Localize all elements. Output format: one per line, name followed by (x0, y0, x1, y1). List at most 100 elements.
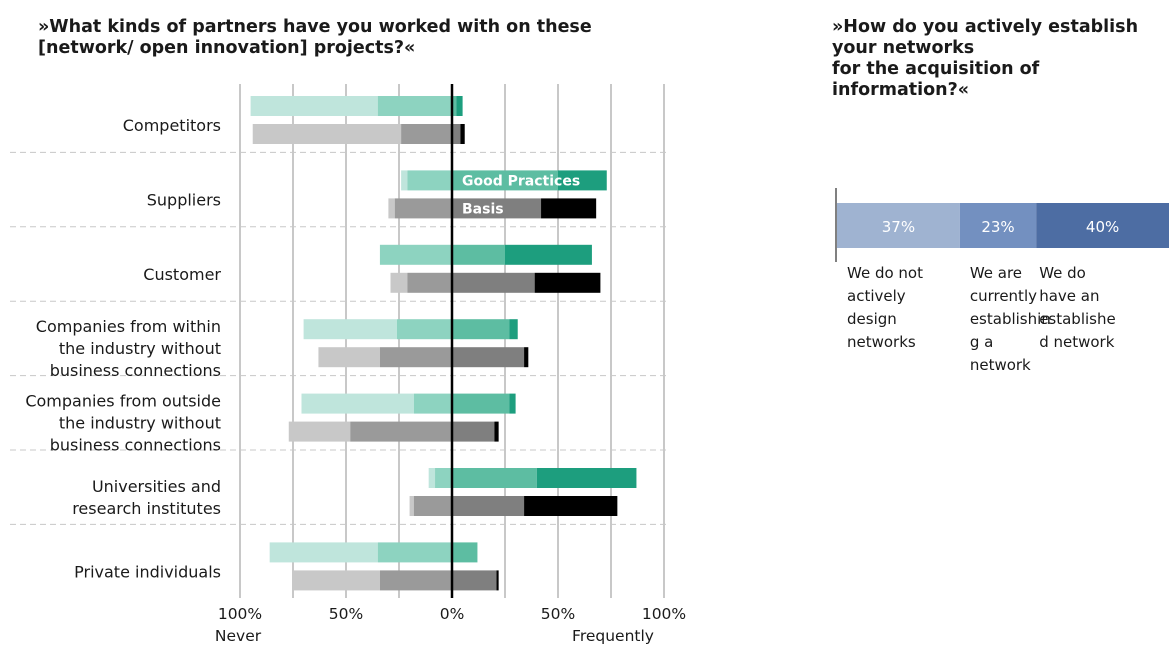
category-label-line: Companies from outside (25, 392, 221, 411)
category-label-line: the industry without (59, 414, 221, 433)
good-practices-bar-segment (407, 170, 452, 191)
good-practices-bar-segment (269, 542, 378, 563)
category-label: Competitors (123, 116, 221, 135)
network-segment-label-line: establishin (970, 310, 1051, 328)
category-label-line: the industry without (59, 339, 221, 358)
good-practices-bar-segment (452, 468, 537, 488)
basis-bar-segment (252, 124, 402, 144)
good-practices-bar-segment (456, 96, 463, 116)
category-label: Suppliers (147, 190, 221, 209)
x-tick-label: 50% (541, 605, 575, 623)
good-practices-series-label: Good Practices (462, 173, 580, 189)
x-label-left: Never (215, 627, 262, 645)
network-segment (1036, 203, 1169, 248)
basis-bar-segment (460, 124, 465, 144)
basis-bar-segment (452, 347, 525, 368)
category-labels: Competitors Suppliers Customer Companies fr… (25, 116, 221, 581)
x-tick-label: 0% (440, 605, 465, 623)
chart-title-networks: »How do you actively establish your netwo… (832, 17, 1138, 100)
basis-bar-segment (379, 570, 452, 591)
basis-bar-segment (452, 124, 461, 144)
good-practices-bar-segment (509, 319, 518, 340)
good-practices-bar-segment (250, 96, 378, 116)
network-segment-label: We do have an establishe d network (1039, 264, 1116, 351)
category-label: Private individuals (74, 562, 221, 581)
basis-bar-segment (407, 272, 452, 293)
network-segments: 37% 23% 40% (837, 203, 1169, 248)
x-tick-label: 100% (642, 605, 686, 623)
good-practices-bar-segment (509, 393, 516, 414)
good-practices-bar-segment (379, 244, 452, 265)
network-segment-label-line: network (970, 356, 1031, 374)
chart-title-line: [network/ open innovation] projects?« (38, 38, 415, 58)
basis-bar-segment (401, 124, 452, 144)
network-segment-label-line: design (847, 310, 897, 328)
good-practices-bar-segment (452, 244, 505, 265)
basis-bar-segment (452, 272, 535, 293)
category-label-line: Suppliers (147, 190, 221, 209)
good-practices-bar-segment (396, 319, 452, 340)
good-practices-bar-segment (536, 468, 637, 488)
network-segment-labels: We do not actively design networks We are cur… (847, 264, 1116, 374)
bars: Good Practices Basis (250, 84, 637, 598)
network-segment-label-line: actively (847, 287, 906, 305)
network-segment-label-line: currently (970, 287, 1037, 305)
good-practices-bar-segment (377, 542, 452, 563)
good-practices-bar-segment (413, 393, 452, 414)
category-label-line: business connections (50, 436, 221, 455)
good-practices-bar-segment (435, 468, 452, 488)
category-label-line: Companies from within (36, 317, 221, 336)
chart-title-line: information?« (832, 80, 969, 100)
basis-bar-segment (390, 272, 408, 293)
basis-bar-segment (409, 496, 414, 516)
category-label: Universities and research institutes (72, 477, 221, 518)
network-segment-label: We are currently establishin g a network (970, 264, 1051, 374)
network-segment-label-line: have an (1039, 287, 1099, 305)
x-tick-label: 50% (329, 605, 363, 623)
category-label-line: Private individuals (74, 562, 221, 581)
chart-title-partners: »What kinds of partners have you worked … (38, 17, 592, 58)
basis-bar-segment (494, 421, 499, 442)
category-label-line: business connections (50, 361, 221, 380)
good-practices-bar-segment (452, 542, 478, 563)
good-practices-bar-segment (452, 319, 510, 340)
basis-bar-segment (524, 496, 618, 516)
basis-bar-segment (541, 198, 597, 219)
category-label: Companies from outside the industry witho… (25, 392, 221, 455)
chart-title-line: »How do you actively establish (832, 17, 1138, 37)
basis-bar-segment (318, 347, 380, 368)
category-label-line: Universities and (92, 477, 221, 496)
good-practices-bar-segment (452, 393, 510, 414)
basis-series-label: Basis (462, 201, 504, 217)
x-label-right: Frequently (572, 627, 654, 645)
basis-bar-segment (379, 347, 452, 368)
partners-chart: »What kinds of partners have you worked … (10, 17, 686, 645)
good-practices-bar-segment (505, 244, 592, 265)
chart-title-line: »What kinds of partners have you worked … (38, 17, 592, 37)
basis-bar-segment (288, 421, 351, 442)
basis-bar-segment (452, 421, 495, 442)
basis-bar-segment (534, 272, 601, 293)
network-segment-label-line: We do not (847, 264, 923, 282)
chart-title-line: for the acquisition of (832, 59, 1040, 79)
good-practices-bar-segment (377, 96, 452, 116)
good-practices-bar-segment (558, 170, 607, 191)
network-segment-label-line: networks (847, 333, 916, 351)
basis-bar-segment (293, 570, 380, 591)
network-segment-label-line: d network (1039, 333, 1115, 351)
basis-bar-segment (350, 421, 452, 442)
good-practices-bar-segment (428, 468, 436, 488)
basis-bar-segment (452, 496, 525, 516)
network-segment (837, 203, 960, 248)
category-label: Customer (143, 265, 221, 284)
good-practices-bar-segment (301, 393, 414, 414)
network-segment-value: 37% (882, 218, 915, 236)
good-practices-bar-segment (452, 170, 558, 191)
gridlines (239, 84, 665, 598)
basis-bar-segment (413, 496, 452, 516)
good-practices-bar-segment (401, 170, 408, 191)
network-segment-label: We do not actively design networks (847, 264, 923, 351)
good-practices-bar-segment (452, 96, 457, 116)
network-segment-label-line: g a (970, 333, 993, 351)
basis-bar-segment (524, 347, 529, 368)
